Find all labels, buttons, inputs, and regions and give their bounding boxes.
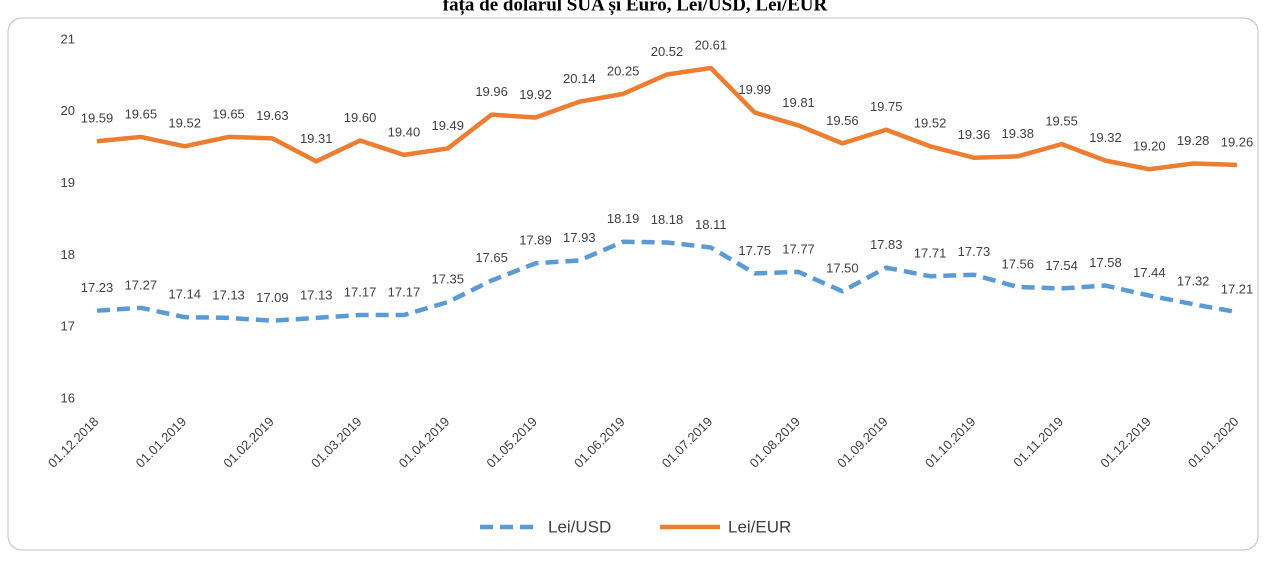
data-label: 19.65 xyxy=(125,106,158,121)
data-label: 17.83 xyxy=(870,237,903,252)
data-label: 17.23 xyxy=(81,280,114,295)
chart-title: fața de dolarul SUA și Euro, Lei/USD, Le… xyxy=(443,0,828,15)
data-label: 17.44 xyxy=(1133,265,1166,280)
legend-label: Lei/EUR xyxy=(728,517,791,536)
data-label: 17.77 xyxy=(782,241,815,256)
data-label: 19.81 xyxy=(782,95,815,110)
y-tick-label: 18 xyxy=(61,247,75,262)
data-label: 19.32 xyxy=(1089,130,1122,145)
data-label: 19.96 xyxy=(475,84,508,99)
y-tick-label: 21 xyxy=(61,31,75,46)
data-label: 17.17 xyxy=(344,284,377,299)
data-label: 20.52 xyxy=(651,44,684,59)
data-label: 17.17 xyxy=(388,284,421,299)
data-label: 19.52 xyxy=(914,116,947,131)
series-line xyxy=(96,239,1238,323)
data-label: 17.13 xyxy=(300,287,333,302)
data-label: 17.21 xyxy=(1221,282,1254,297)
data-label: 19.28 xyxy=(1177,133,1210,148)
data-label: 17.32 xyxy=(1177,274,1210,289)
data-label: 18.11 xyxy=(695,217,727,232)
data-label: 17.35 xyxy=(431,272,464,287)
data-label: 17.93 xyxy=(563,230,596,245)
data-label: 19.31 xyxy=(300,131,333,146)
series-line xyxy=(96,65,1238,172)
data-label: 19.65 xyxy=(212,106,245,121)
data-label: 19.55 xyxy=(1045,114,1078,129)
data-label: 17.58 xyxy=(1089,255,1122,270)
data-label: 19.49 xyxy=(431,118,464,133)
data-label: 17.50 xyxy=(826,261,859,276)
data-label: 19.92 xyxy=(519,87,552,102)
data-label: 20.61 xyxy=(695,37,728,52)
data-label: 19.36 xyxy=(958,127,991,142)
data-label: 19.38 xyxy=(1001,126,1034,141)
data-label: 19.75 xyxy=(870,99,903,114)
y-tick-label: 17 xyxy=(61,319,75,334)
legend-label: Lei/USD xyxy=(548,517,611,536)
data-label: 19.56 xyxy=(826,113,859,128)
data-label: 17.65 xyxy=(475,250,508,265)
data-label: 19.63 xyxy=(256,108,289,123)
y-tick-label: 16 xyxy=(61,390,75,405)
data-label: 17.09 xyxy=(256,290,289,305)
data-label: 17.54 xyxy=(1045,258,1078,273)
data-label: 18.19 xyxy=(607,211,640,226)
data-label: 19.99 xyxy=(738,82,771,97)
data-label: 17.73 xyxy=(958,244,991,259)
data-label: 19.40 xyxy=(388,124,421,139)
chart-frame xyxy=(7,17,1259,551)
data-label: 17.75 xyxy=(738,243,771,258)
data-label: 17.56 xyxy=(1001,256,1034,271)
data-label: 20.14 xyxy=(563,71,596,86)
data-label: 19.60 xyxy=(344,110,377,125)
y-tick-label: 19 xyxy=(61,175,75,190)
data-label: 17.27 xyxy=(125,277,158,292)
data-label: 20.25 xyxy=(607,63,640,78)
data-label: 17.71 xyxy=(914,246,947,261)
data-label: 19.59 xyxy=(81,111,114,126)
data-label: 18.18 xyxy=(651,212,684,227)
data-label: 17.14 xyxy=(168,287,201,302)
data-label: 17.89 xyxy=(519,233,552,248)
data-label: 19.26 xyxy=(1221,134,1254,149)
data-label: 19.52 xyxy=(168,116,201,131)
data-label: 17.13 xyxy=(212,287,245,302)
y-tick-label: 20 xyxy=(61,103,75,118)
data-label: 19.20 xyxy=(1133,139,1166,154)
